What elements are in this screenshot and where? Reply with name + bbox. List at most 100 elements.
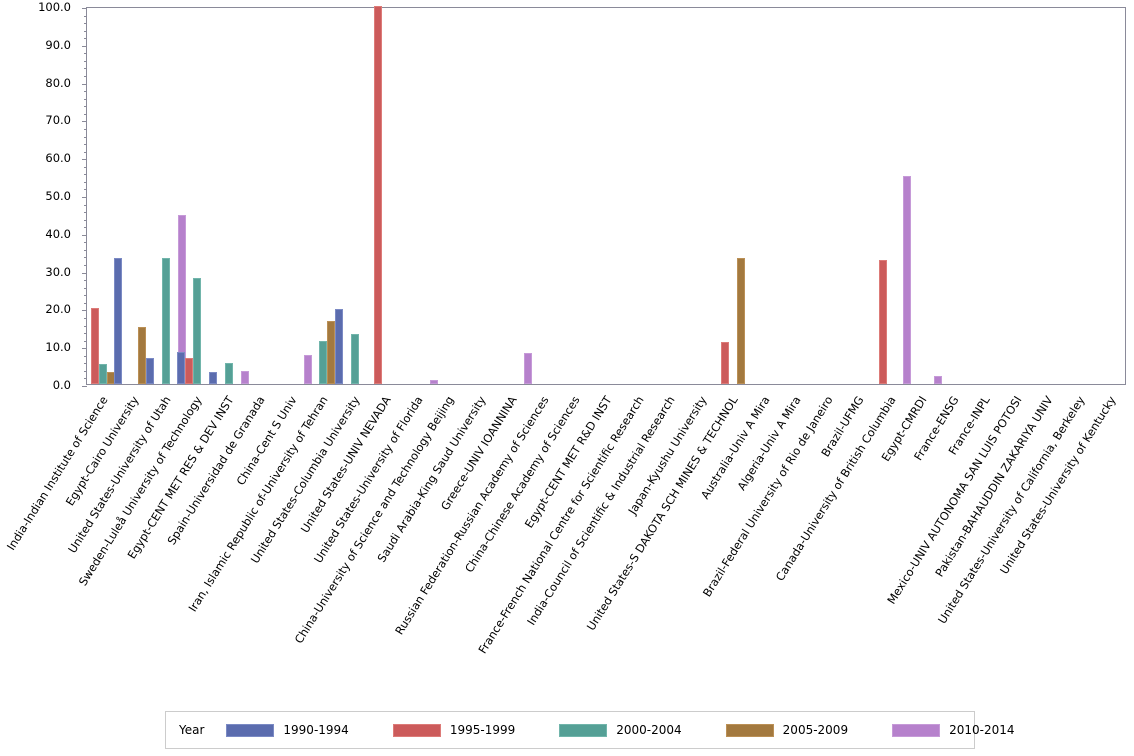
legend-entry-label: 1995-1999 xyxy=(449,723,516,737)
legend-color-swatch xyxy=(392,723,441,737)
y-minor-tick-mark xyxy=(84,91,87,93)
y-tick-label: 50.0 xyxy=(45,189,71,203)
y-tick-label: 90.0 xyxy=(45,37,71,52)
legend-color-swatch xyxy=(892,723,941,737)
y-tick-label: 40.0 xyxy=(45,226,71,241)
y-tick-label: 80.0 xyxy=(45,75,71,90)
legend-entry[interactable]: 1995-1999 xyxy=(392,723,539,737)
legend-entry[interactable]: 2010-2014 xyxy=(892,723,1038,737)
y-minor-tick-mark xyxy=(84,265,87,267)
y-tick-mark xyxy=(82,121,87,123)
legend-entry-label: 2010-2014 xyxy=(949,723,1015,737)
chart-legend: Year 1990-1994 1995-1999 2000-2004 2005-200… xyxy=(165,711,1015,749)
y-minor-tick-mark xyxy=(84,249,87,251)
legend-color-swatch xyxy=(559,723,608,737)
bar xyxy=(224,362,233,384)
y-tick-label: 100.0 xyxy=(38,0,71,14)
y-minor-tick-mark xyxy=(84,30,87,32)
legend-entry-label: 1990-1994 xyxy=(283,723,349,737)
bar xyxy=(524,353,533,384)
y-minor-tick-mark xyxy=(84,325,87,327)
y-tick-mark xyxy=(82,234,87,236)
y-minor-tick-mark xyxy=(84,378,87,380)
legend-entry[interactable]: 1990-1994 xyxy=(226,723,372,737)
x-tick-label-text: Canada-University of British Columbia xyxy=(773,394,899,584)
y-minor-tick-mark xyxy=(84,68,87,70)
bar xyxy=(429,380,438,384)
bar xyxy=(334,309,343,384)
bar xyxy=(106,371,115,384)
y-minor-tick-mark xyxy=(84,38,87,40)
bar xyxy=(138,327,147,384)
y-minor-tick-mark xyxy=(84,106,87,108)
bar xyxy=(114,257,123,384)
y-minor-tick-mark xyxy=(84,76,87,78)
y-minor-tick-mark xyxy=(84,204,87,206)
y-minor-tick-mark xyxy=(84,128,87,130)
y-tick-mark xyxy=(82,159,87,161)
y-minor-tick-mark xyxy=(84,340,87,342)
legend-entry[interactable]: 2005-2009 xyxy=(725,723,872,737)
y-minor-tick-mark xyxy=(84,23,87,25)
y-minor-tick-mark xyxy=(84,113,87,115)
y-tick-label: 10.0 xyxy=(45,340,71,355)
y-minor-tick-mark xyxy=(84,144,87,146)
y-tick-label: 60.0 xyxy=(45,151,71,166)
y-minor-tick-mark xyxy=(84,166,87,168)
y-tick-mark xyxy=(82,197,87,198)
y-minor-tick-mark xyxy=(84,60,87,62)
bar xyxy=(240,371,249,384)
legend-title: Year xyxy=(179,723,205,737)
legend-entries: 1990-1994 1995-1999 2000-2004 2005-2009 2010… xyxy=(226,723,1058,737)
y-minor-tick-mark xyxy=(84,136,87,138)
y-minor-tick-mark xyxy=(84,53,87,55)
bar xyxy=(193,278,202,384)
bar xyxy=(177,351,186,384)
y-tick-mark xyxy=(82,386,87,387)
legend-entry-label: 2005-2009 xyxy=(782,723,849,737)
y-minor-tick-mark xyxy=(84,189,87,191)
bar xyxy=(934,376,943,384)
y-minor-tick-mark xyxy=(84,174,87,176)
y-tick-mark xyxy=(82,45,87,47)
bar xyxy=(90,307,99,384)
y-tick-label: 0.0 xyxy=(52,378,71,392)
bar xyxy=(374,6,383,384)
x-tick-label-text: United States-University of California, … xyxy=(935,394,1088,627)
y-minor-tick-mark xyxy=(84,370,87,372)
y-minor-tick-mark xyxy=(84,295,87,297)
y-tick-label: 20.0 xyxy=(45,302,71,317)
x-tick-label-text: United States-S DAKOTA SCH MINES & TECHN… xyxy=(584,394,741,633)
bar xyxy=(161,257,170,384)
y-minor-tick-mark xyxy=(84,333,87,335)
legend-entry[interactable]: 2000-2004 xyxy=(559,723,705,737)
y-tick-mark xyxy=(82,272,87,274)
bar xyxy=(185,358,194,384)
y-minor-tick-mark xyxy=(84,317,87,319)
y-minor-tick-mark xyxy=(84,181,87,183)
bar xyxy=(303,355,312,384)
legend-color-swatch xyxy=(226,723,275,737)
bar xyxy=(902,176,911,384)
plot-area: 0.0 10.0 20.0 30.0 40.0 50.0 60.0 70.0 80.0 90.0 1… xyxy=(38,1,1126,391)
bar xyxy=(319,340,328,384)
legend-entry-label: 2000-2004 xyxy=(616,723,682,737)
y-minor-tick-mark xyxy=(84,15,87,17)
legend-color-swatch xyxy=(725,723,774,737)
y-tick-mark xyxy=(82,310,87,312)
y-minor-tick-mark xyxy=(84,302,87,304)
bar xyxy=(98,363,107,384)
x-tick-label-text: India-Council of Scientific & Industrial… xyxy=(524,394,678,628)
y-minor-tick-mark xyxy=(84,212,87,214)
y-tick-mark xyxy=(82,348,87,350)
bar xyxy=(208,371,217,384)
y-minor-tick-mark xyxy=(84,355,87,357)
y-tick-mark xyxy=(82,8,87,9)
bar xyxy=(878,259,887,384)
bar xyxy=(737,257,746,384)
bar xyxy=(721,342,730,384)
y-minor-tick-mark xyxy=(84,242,87,244)
y-minor-tick-mark xyxy=(84,227,87,229)
y-minor-tick-mark xyxy=(84,287,87,289)
